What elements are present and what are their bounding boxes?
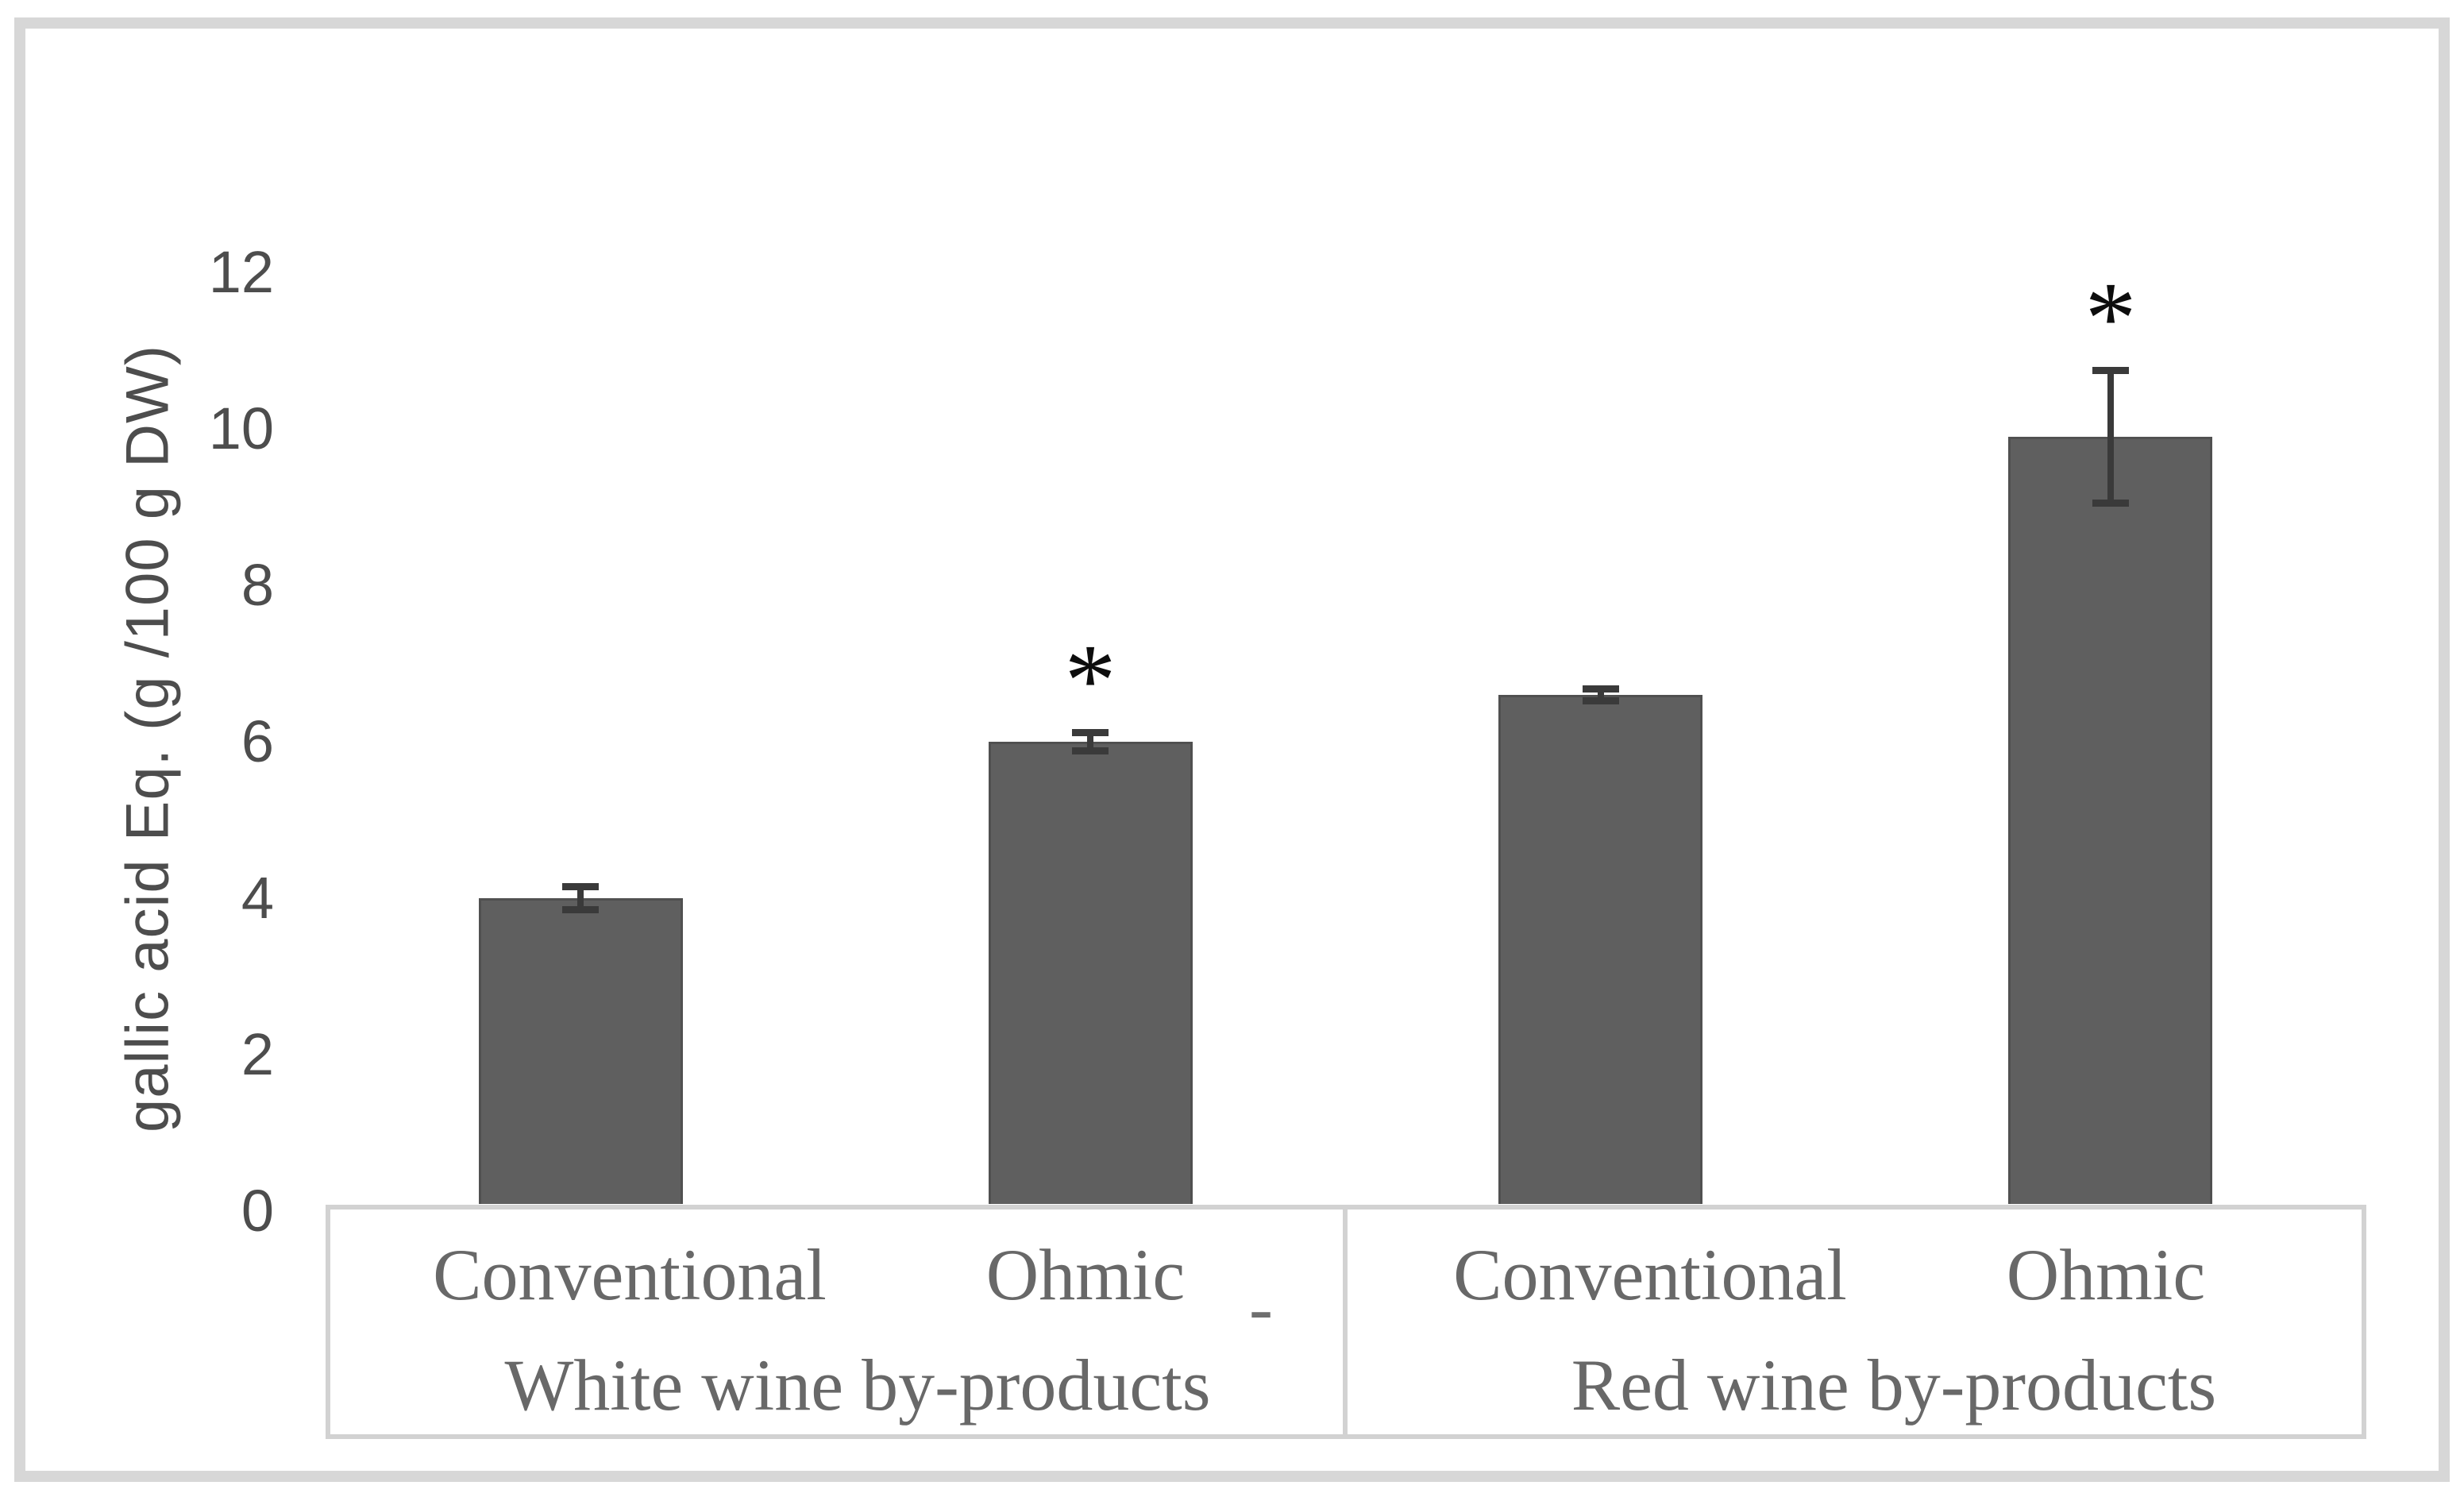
y-tick-label: 6 [241,708,274,774]
y-tick-label: 2 [241,1021,274,1087]
error-bar-whisker [577,886,584,910]
y-tick-label: 10 [208,395,274,461]
y-tick-label: 0 [241,1178,274,1244]
error-bar-cap-top [1583,685,1619,693]
stray-dash-artifact: - [1249,1268,1273,1348]
category-group-label: White wine by-products [504,1345,1211,1426]
bar [1498,695,1702,1204]
category-label: Conventional [433,1234,827,1315]
category-label: Ohmic [2006,1234,2206,1315]
error-bar-cap-top [2092,367,2129,374]
category-axis-line [326,1205,330,1439]
error-bar-cap-bottom [562,906,599,913]
category-group-label: Red wine by-products [1571,1345,2217,1426]
error-bar-whisker [1598,689,1604,701]
significance-asterisk: * [1064,623,1116,738]
figure-border-frame [14,17,2450,1482]
category-label: Conventional [1453,1234,1847,1315]
y-tick-label: 4 [241,865,274,931]
error-bar-cap-bottom [1072,747,1109,754]
bar [989,742,1193,1204]
category-axis-line [1343,1205,1348,1439]
error-bar-whisker [1087,732,1093,751]
error-bar-cap-bottom [1583,697,1619,704]
category-label: Ohmic [985,1234,1186,1315]
error-bar-cap-top [1072,729,1109,736]
significance-asterisk: * [2084,261,2137,376]
error-bar-cap-bottom [2092,500,2129,507]
error-bar-cap-top [562,883,599,890]
bar [2008,437,2212,1204]
category-axis-line [2362,1205,2366,1439]
y-tick-label: 8 [241,552,274,618]
bar [479,898,683,1204]
error-bar-whisker [2107,370,2114,503]
y-tick-label: 12 [208,239,274,305]
